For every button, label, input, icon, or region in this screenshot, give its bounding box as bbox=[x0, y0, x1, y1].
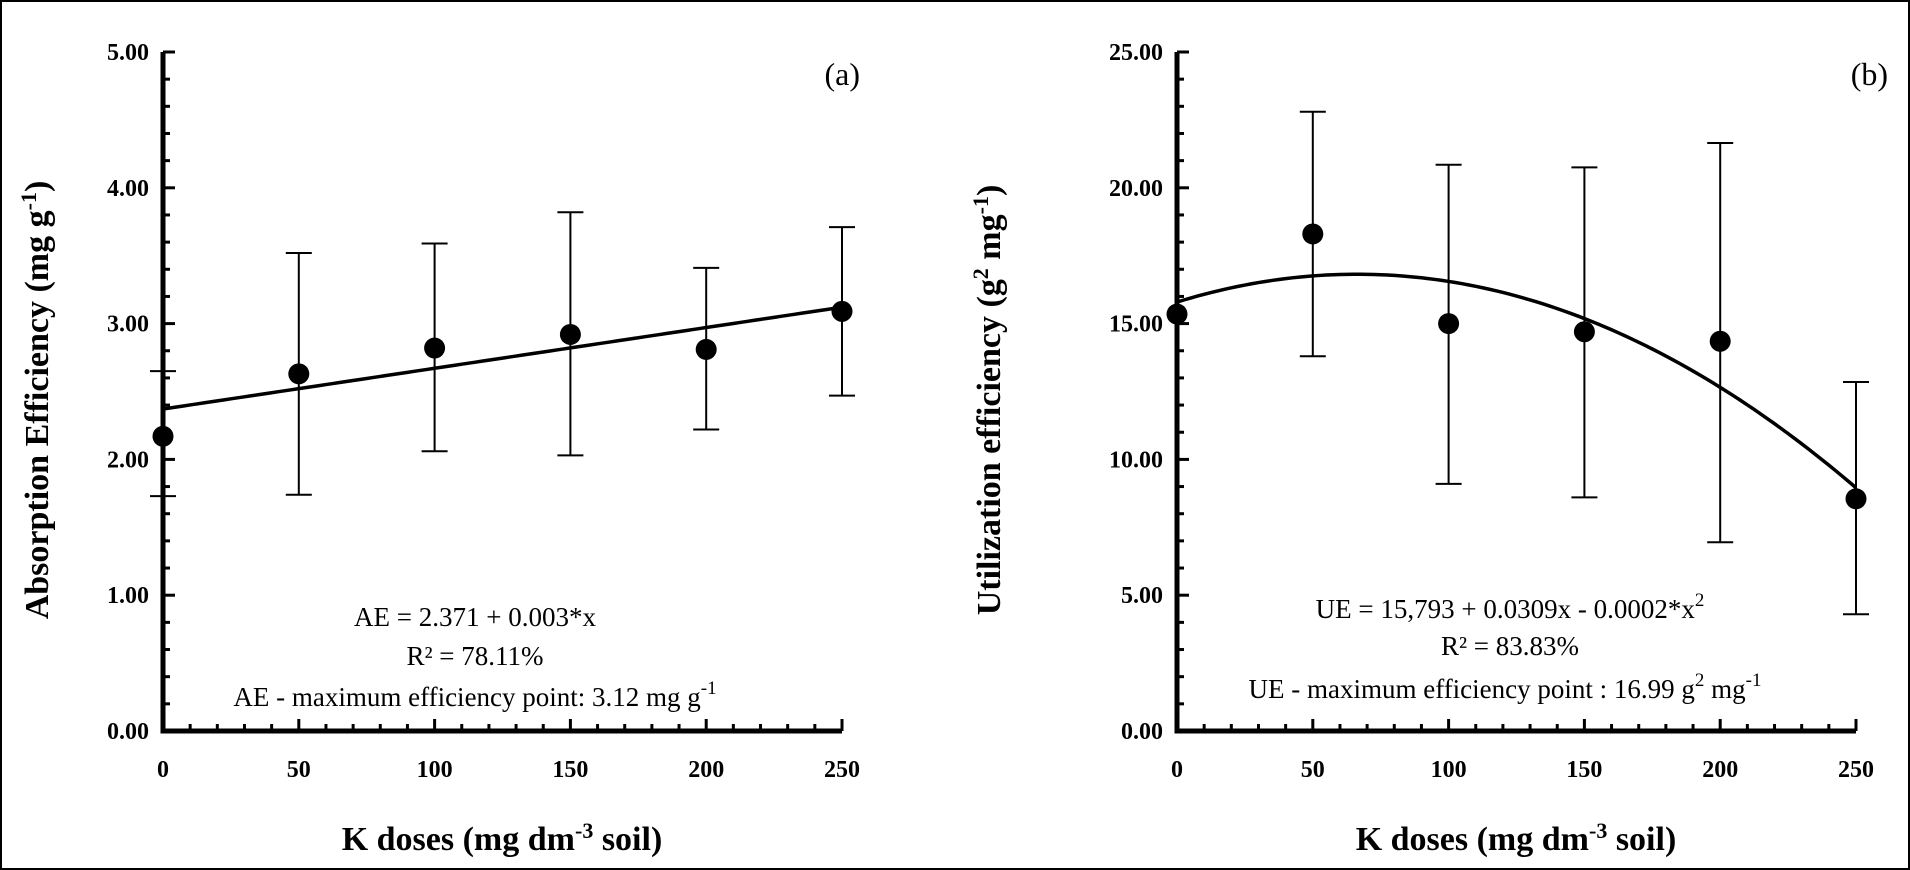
a-data-point bbox=[152, 425, 174, 447]
b-x-tick-label: 50 bbox=[1301, 757, 1325, 783]
panel-a-x-axis-title: K doses (mg dm-3 soil) bbox=[342, 818, 663, 858]
panel-b-y-tick-labels: 0.00 5.00 10.00 15.00 20.00 25.00 bbox=[1109, 40, 1163, 745]
panel-b-ticks bbox=[1175, 50, 1858, 733]
b-x-tick-label: 150 bbox=[1566, 757, 1602, 783]
b-data-point bbox=[1709, 330, 1731, 352]
a-data-point bbox=[424, 337, 446, 359]
b-data-point bbox=[1573, 321, 1595, 343]
a-x-tick-label: 150 bbox=[552, 757, 588, 783]
a-data-point bbox=[288, 363, 310, 385]
a-x-tick-label: 100 bbox=[417, 757, 453, 783]
panel-a-equation: AE = 2.371 + 0.003*x bbox=[354, 602, 596, 632]
b-x-tick-label: 0 bbox=[1171, 757, 1183, 783]
b-x-tick-label: 200 bbox=[1702, 757, 1738, 783]
panel-b-points bbox=[1166, 223, 1867, 510]
panel-b-r-squared: R² = 83.83% bbox=[1441, 631, 1579, 661]
a-data-point bbox=[831, 300, 853, 322]
panel-a-error-bars bbox=[150, 211, 855, 498]
b-y-tick-label: 15.00 bbox=[1109, 312, 1163, 338]
panel-a-x-tick-labels: 0 50 100 150 200 250 bbox=[157, 757, 860, 783]
panel-b-y-axis-title: Utilization efficiency (g2 mg-1) bbox=[968, 185, 1008, 616]
b-y-tick-label: 10.00 bbox=[1109, 447, 1163, 473]
a-x-tick-label: 250 bbox=[824, 757, 860, 783]
b-y-tick-label: 5.00 bbox=[1121, 583, 1163, 609]
a-x-tick-label: 0 bbox=[157, 757, 169, 783]
panel-a-points bbox=[152, 300, 853, 447]
panel-b-x-axis-title: K doses (mg dm-3 soil) bbox=[1356, 818, 1677, 858]
panel-b-axes bbox=[1174, 52, 1856, 734]
panel-a-fit-line bbox=[162, 305, 843, 411]
panel-b-fit-curve bbox=[1176, 272, 1858, 490]
a-x-tick-label: 50 bbox=[287, 757, 311, 783]
b-data-point bbox=[1845, 488, 1867, 510]
panel-b-x-tick-labels: 0 50 100 150 200 250 bbox=[1171, 757, 1874, 783]
a-data-point bbox=[695, 338, 717, 360]
b-y-tick-label: 0.00 bbox=[1121, 719, 1163, 745]
a-y-tick-label: 5.00 bbox=[107, 40, 149, 66]
b-data-point bbox=[1438, 313, 1460, 335]
a-data-point bbox=[559, 323, 581, 345]
panel-b: 0.00 5.00 10.00 15.00 20.00 25.00 0 50 100 150 20… bbox=[968, 40, 1888, 858]
panel-a: 0.00 1.00 2.00 3.00 4.00 5.00 0 50 100 150 200 250… bbox=[16, 40, 860, 858]
panel-b-label: (b) bbox=[1851, 56, 1888, 92]
a-y-tick-label: 1.00 bbox=[107, 583, 149, 609]
panel-a-y-tick-labels: 0.00 1.00 2.00 3.00 4.00 5.00 bbox=[107, 40, 149, 745]
panel-b-max-point: UE - maximum efficiency point : 16.99 g2… bbox=[1248, 670, 1761, 704]
panel-a-max-point: AE - maximum efficiency point: 3.12 mg g… bbox=[233, 678, 716, 712]
b-y-tick-label: 20.00 bbox=[1109, 176, 1163, 202]
panel-a-r-squared: R² = 78.11% bbox=[406, 641, 543, 671]
a-y-tick-label: 4.00 bbox=[107, 176, 149, 202]
panel-a-axes bbox=[160, 52, 842, 734]
a-x-tick-label: 200 bbox=[688, 757, 724, 783]
b-data-point bbox=[1302, 223, 1324, 245]
a-y-tick-label: 3.00 bbox=[107, 312, 149, 338]
a-y-tick-label: 0.00 bbox=[107, 719, 149, 745]
panel-a-label: (a) bbox=[824, 56, 860, 92]
b-y-tick-label: 25.00 bbox=[1109, 40, 1163, 66]
panel-b-equation: UE = 15,793 + 0.0309x - 0.0002*x2 bbox=[1316, 590, 1705, 624]
a-y-tick-label: 2.00 bbox=[107, 447, 149, 473]
panel-b-error-bars bbox=[1299, 110, 1869, 616]
b-x-tick-label: 100 bbox=[1431, 757, 1467, 783]
b-x-tick-label: 250 bbox=[1838, 757, 1874, 783]
b-data-point bbox=[1166, 303, 1188, 325]
panel-a-y-axis-title: Absorption Efficiency (mg g-1) bbox=[16, 181, 56, 620]
